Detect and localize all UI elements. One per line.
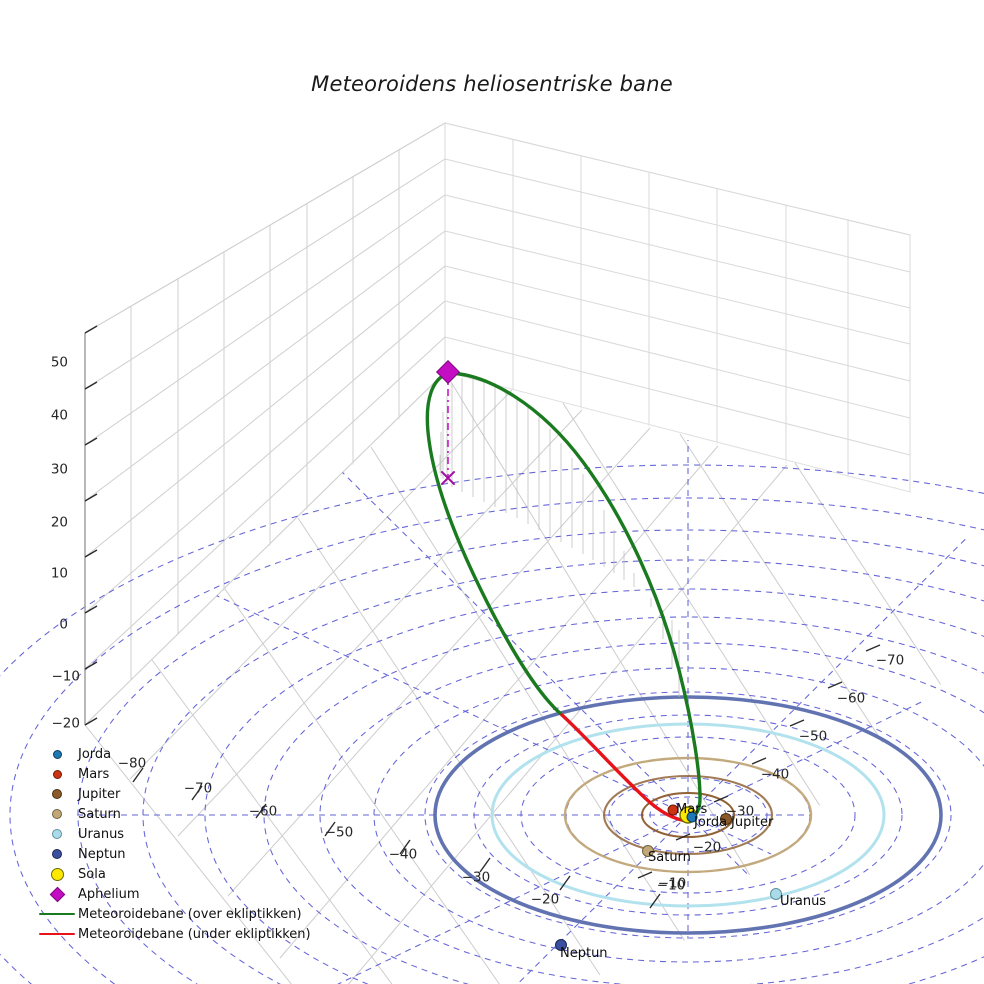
y-axis-tick-marks — [637, 644, 881, 879]
legend-item-label: Mars — [78, 766, 110, 782]
legend-item-mars[interactable]: Mars — [36, 764, 326, 784]
y-tick-label: −40 — [760, 766, 790, 783]
legend-item-meteoroidebane[interactable]: Meteoroidebane (under ekliptikken) — [36, 924, 326, 944]
orbit-ring-saturn — [563, 756, 813, 874]
legend-dot-swatch — [36, 824, 78, 844]
legend-item-label: Jupiter — [78, 786, 121, 802]
orbit-stem-lines — [439, 377, 680, 697]
z-tick-label: −20 — [51, 715, 81, 732]
legend-dot-swatch — [36, 764, 78, 784]
y-tick-label: −30 — [725, 803, 755, 820]
legend-item-neptun[interactable]: Neptun — [36, 844, 326, 864]
circle-icon — [52, 789, 62, 799]
planet-label-uranus: Uranus — [780, 894, 827, 909]
chart-legend: Jorda Mars Jupiter Saturn Uranus Neptun Sola Ap… — [36, 744, 326, 944]
planet-label-mars: Mars — [676, 802, 708, 817]
legend-item-uranus[interactable]: Uranus — [36, 824, 326, 844]
planet-body-markers — [555, 804, 782, 951]
planet-label-jorda: Jorda — [694, 815, 728, 830]
y-tick-label: −50 — [798, 728, 828, 745]
meteoroid-orbit-below-ecliptic — [560, 713, 690, 823]
legend-item-jorda[interactable]: Jorda — [36, 744, 326, 764]
planet-label-jupiter: Jupiter — [731, 815, 774, 830]
z-tick-label: 10 — [50, 565, 68, 582]
legend-dot-swatch — [36, 864, 78, 884]
legend-item-label: Sola — [78, 866, 106, 882]
legend-item-label: Meteoroidebane (under ekliptikken) — [78, 926, 311, 942]
legend-item-label: Jorda — [78, 746, 112, 762]
meteoroid-orbit-above-ecliptic — [447, 371, 702, 820]
legend-item-sola[interactable]: Sola — [36, 864, 326, 884]
legend-dot-swatch — [36, 784, 78, 804]
circle-icon — [52, 749, 62, 759]
y-tick-label: −20 — [692, 839, 722, 856]
legend-dot-swatch — [36, 804, 78, 824]
legend-line-glyph — [39, 912, 75, 916]
orbit-ring-uranus — [490, 722, 886, 908]
x-tick-label: −70 — [183, 780, 213, 797]
legend-line-swatch — [36, 904, 78, 924]
legend-dot-swatch — [36, 744, 78, 764]
marker-jupiter — [720, 813, 732, 825]
marker-uranus — [770, 888, 782, 900]
circle-icon — [52, 829, 62, 839]
y-tick-label: −60 — [836, 690, 866, 707]
x-tick-label: −60 — [248, 803, 278, 820]
x-tick-label: −80 — [117, 755, 147, 772]
orbit-ring-neptune — [433, 695, 943, 935]
x-axis-tick-marks — [132, 767, 661, 909]
x-tick-label: −10 — [657, 875, 687, 892]
marker-neptun — [555, 939, 567, 951]
marker-mars — [667, 804, 679, 816]
circle-icon — [52, 769, 62, 779]
z-tick-label: 20 — [50, 514, 68, 531]
z-tick-label: 30 — [50, 461, 68, 478]
aphelion-projection-x-marker — [441, 471, 455, 485]
orbit-ring-jupiter — [602, 774, 774, 856]
legend-item-meteoroidebane[interactable]: Meteoroidebane (over ekliptikken) — [36, 904, 326, 924]
legend-line-swatch — [36, 924, 78, 944]
x-tick-label: −30 — [461, 869, 491, 886]
z-tick-label: 0 — [59, 616, 68, 633]
legend-item-aphelium[interactable]: Aphelium — [36, 884, 326, 904]
marker-jorda — [686, 811, 698, 823]
legend-dot-swatch — [36, 844, 78, 864]
orbit-ring-mars — [640, 791, 736, 839]
legend-item-label: Saturn — [78, 806, 121, 822]
marker-saturn — [642, 845, 654, 857]
meteoroid-orbit-above-ecliptic-rise — [425, 371, 564, 717]
aphelion-diamond-marker — [435, 359, 461, 385]
chart-title: Meteoroidens heliosentriske bane — [311, 72, 673, 96]
legend-item-label: Aphelium — [78, 886, 140, 902]
legend-line-glyph — [39, 932, 75, 936]
legend-item-saturn[interactable]: Saturn — [36, 804, 326, 824]
legend-item-jupiter[interactable]: Jupiter — [36, 784, 326, 804]
circle-icon — [52, 809, 62, 819]
diamond-icon — [49, 886, 65, 902]
circle-icon — [50, 867, 64, 881]
legend-item-label: Neptun — [78, 846, 126, 862]
z-tick-label: 40 — [50, 407, 68, 424]
legend-diamond-swatch — [36, 884, 78, 904]
x-tick-label: −40 — [388, 846, 418, 863]
floor-pane — [70, 371, 984, 984]
legend-item-label: Meteoroidebane (over ekliptikken) — [78, 906, 302, 922]
z-tick-label: 50 — [50, 354, 68, 371]
planet-label-neptun: Neptun — [560, 946, 608, 961]
x-tick-label: −20 — [530, 891, 560, 908]
legend-item-label: Uranus — [78, 826, 125, 842]
z-tick-label: −10 — [51, 668, 81, 685]
x-tick-label: −50 — [324, 824, 354, 841]
circle-icon — [52, 849, 62, 859]
planet-orbit-rings — [433, 695, 943, 935]
planet-label-saturn: Saturn — [648, 850, 691, 865]
y-tick-label: −10 — [656, 877, 686, 894]
z-axis-tick-marks — [84, 325, 98, 726]
y-tick-label: −70 — [875, 652, 905, 669]
